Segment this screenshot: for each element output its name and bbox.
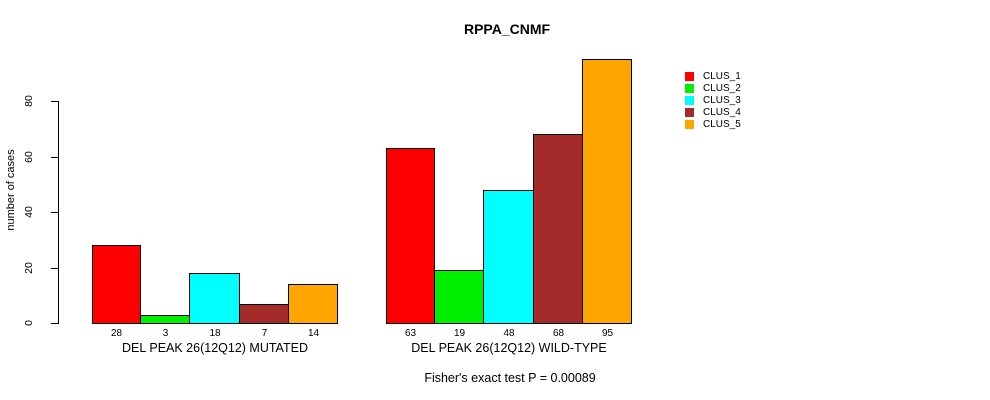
annotation-text: Fisher's exact test P = 0.00089	[424, 371, 596, 385]
y-tick	[51, 323, 58, 324]
legend-swatch-icon	[685, 119, 694, 129]
bar-clus_1	[386, 148, 435, 324]
legend-swatch-icon	[685, 71, 694, 81]
y-tick	[51, 212, 58, 213]
bar-value-label: 95	[601, 328, 614, 339]
y-tick	[51, 157, 58, 158]
y-tick	[51, 101, 58, 102]
legend-item: CLUS_5	[685, 118, 741, 130]
legend-swatch-icon	[685, 83, 694, 93]
bar-value-label: 7	[261, 328, 268, 339]
legend-label: CLUS_1	[703, 70, 741, 82]
bar-clus_3	[189, 273, 240, 324]
bar-value-label: 28	[110, 328, 123, 339]
chart-title: RPPA_CNMF	[463, 21, 551, 37]
bar-value-label: 14	[307, 328, 320, 339]
y-tick-label: 20	[23, 262, 35, 274]
legend-item: CLUS_1	[685, 70, 741, 82]
y-tick-label: 0	[23, 320, 35, 326]
bar-value-label: 48	[503, 328, 515, 339]
bar-value-label: 3	[162, 328, 169, 339]
legend-item: CLUS_2	[685, 82, 741, 94]
legend-label: CLUS_4	[703, 106, 741, 118]
bar-clus_3	[483, 190, 534, 324]
bar-clus_1	[92, 245, 141, 324]
bar-clus_4	[239, 304, 289, 324]
y-tick-label: 60	[23, 151, 35, 163]
bar-clus_2	[434, 270, 484, 324]
bar-clus_2	[140, 315, 190, 324]
bar-clus_4	[533, 134, 583, 324]
bar-value-label: 19	[453, 328, 466, 339]
y-axis-line	[58, 101, 59, 324]
y-tick	[51, 268, 58, 269]
y-tick-label: 40	[23, 206, 35, 218]
bar-value-label: 68	[552, 328, 565, 339]
group-label: DEL PEAK 26(12Q12) MUTATED	[122, 341, 308, 355]
legend-label: CLUS_5	[703, 118, 741, 130]
legend-label: CLUS_2	[703, 82, 741, 94]
y-axis-label: number of cases	[5, 149, 17, 231]
legend-swatch-icon	[685, 107, 694, 117]
bar-value-label: 18	[209, 328, 221, 339]
group-label: DEL PEAK 26(12Q12) WILD-TYPE	[411, 341, 607, 355]
bar-value-label: 63	[404, 328, 417, 339]
legend-swatch-icon	[685, 95, 694, 105]
legend-item: CLUS_4	[685, 106, 741, 118]
legend-label: CLUS_3	[703, 94, 741, 106]
bar-clus_5	[288, 284, 338, 324]
legend-item: CLUS_3	[685, 94, 741, 106]
bar-clus_5	[582, 59, 632, 324]
y-tick-label: 80	[23, 95, 35, 107]
